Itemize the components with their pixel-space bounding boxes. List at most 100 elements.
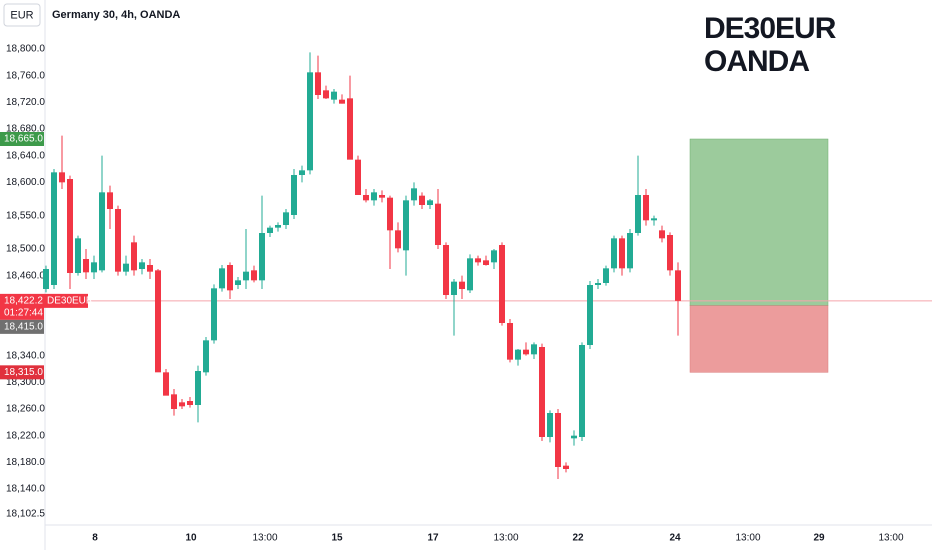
candle-body	[251, 270, 257, 281]
candle-body	[171, 394, 177, 409]
x-tick-label: 24	[669, 533, 681, 544]
candle-body	[323, 90, 329, 99]
candle-body	[291, 175, 297, 215]
candle-body	[443, 245, 449, 295]
x-tick-label: 29	[813, 533, 825, 544]
countdown: 01:27:44	[4, 308, 43, 319]
candle-body	[547, 413, 553, 437]
y-tick-label: 18,640.0	[6, 150, 45, 161]
candle-body	[259, 233, 265, 281]
price-badge-label: 18,665.0	[4, 134, 43, 145]
candle-body	[219, 268, 225, 289]
x-tick-label: 17	[427, 533, 439, 544]
y-tick-label: 18,800.0	[6, 44, 45, 55]
watermark: DE30EUR	[704, 12, 837, 45]
candle-body	[307, 72, 313, 171]
candle-body	[131, 242, 137, 271]
candle-body	[331, 91, 337, 100]
candle-body	[235, 280, 241, 285]
candle-body	[115, 209, 121, 272]
candle-body	[371, 192, 377, 201]
y-tick-label: 18,680.0	[6, 124, 45, 135]
x-tick-label: 13:00	[252, 533, 277, 544]
candle-body	[459, 281, 465, 289]
price-badge-label: 18,315.0	[4, 367, 43, 378]
candle-body	[403, 200, 409, 251]
candle-body	[467, 258, 473, 291]
x-tick-label: 22	[572, 533, 584, 544]
candle-body	[427, 200, 433, 205]
x-tick-label: 13:00	[735, 533, 760, 544]
y-tick-label: 18,760.0	[6, 70, 45, 81]
x-tick-label: 13:00	[493, 533, 518, 544]
symbol-badge	[44, 293, 88, 308]
candle-body	[75, 238, 81, 273]
candle-body	[163, 372, 169, 396]
candle-body	[283, 212, 289, 225]
candle-body	[643, 195, 649, 221]
candle-body	[587, 285, 593, 345]
currency-button[interactable]	[3, 3, 41, 27]
candle-body	[627, 233, 633, 269]
candle-body	[347, 98, 353, 160]
candle-body	[339, 99, 345, 104]
candle-body	[91, 262, 97, 273]
candle-body	[155, 270, 161, 373]
candle-body	[139, 262, 145, 269]
candle-body	[483, 260, 489, 265]
candle-body	[243, 271, 249, 281]
y-tick-label: 18,220.0	[6, 430, 45, 441]
candle-body	[51, 172, 57, 285]
candle-body	[195, 371, 201, 405]
candle-body	[267, 227, 273, 233]
candle-body	[635, 195, 641, 233]
candle-body	[227, 265, 233, 291]
candle-body	[395, 230, 401, 249]
candle-body	[651, 218, 657, 221]
y-tick-label: 18,460.0	[6, 270, 45, 281]
price-badge	[0, 293, 44, 320]
candle-body	[203, 340, 209, 373]
candle-body	[187, 401, 193, 405]
candle-body	[555, 413, 561, 467]
currency[interactable]: EUR	[10, 9, 33, 21]
x-tick-label: 13:00	[878, 533, 903, 544]
y-tick-label: 18,102.5	[6, 509, 45, 520]
candle-body	[579, 345, 585, 437]
candle-body	[499, 245, 505, 323]
candle-body	[419, 195, 425, 205]
candle-body	[411, 188, 417, 201]
y-tick-label: 18,550.0	[6, 210, 45, 221]
candle-body	[659, 230, 665, 239]
candle-body	[275, 225, 281, 228]
candle-body	[315, 72, 321, 95]
candle-body	[43, 269, 49, 289]
loss-zone	[689, 305, 829, 373]
profit-zone	[689, 138, 829, 306]
price-badge	[0, 132, 44, 146]
chart-title: Germany 30, 4h, OANDA	[52, 9, 180, 21]
y-tick-label: 18,500.0	[6, 244, 45, 255]
y-tick-label: 18,600.0	[6, 177, 45, 188]
candle-body	[515, 349, 521, 360]
y-tick-label: 18,300.0	[6, 377, 45, 388]
x-tick-label: 10	[185, 533, 197, 544]
candle-body	[523, 349, 529, 355]
watermark: OANDA	[704, 45, 809, 78]
y-tick-label: 18,720.0	[6, 97, 45, 108]
candle-body	[355, 159, 361, 195]
candle-body	[667, 235, 673, 271]
y-tick-label: 18,140.0	[6, 484, 45, 495]
candle-body	[595, 283, 601, 285]
candle-body	[563, 465, 569, 469]
candle-body	[123, 263, 129, 272]
candle-body	[387, 197, 393, 231]
candle-body	[99, 192, 105, 271]
price-badge	[0, 365, 44, 380]
candle-body	[147, 265, 153, 272]
price-badge	[0, 319, 44, 334]
candle-body	[539, 347, 545, 437]
candle-body	[67, 179, 73, 273]
candle-body	[475, 258, 481, 263]
